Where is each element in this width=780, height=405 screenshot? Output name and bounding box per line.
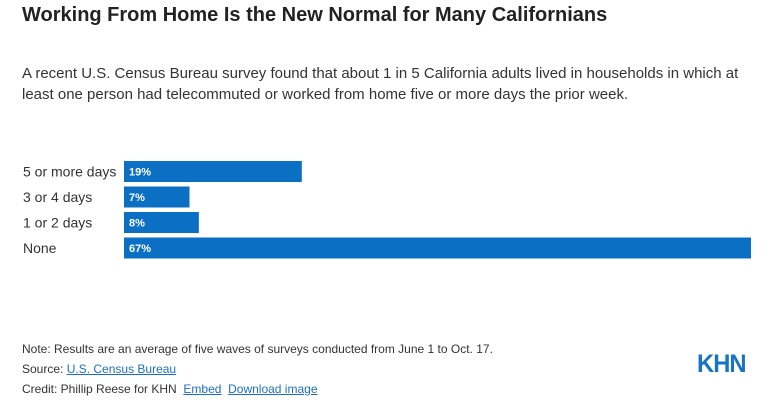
category-label: 5 or more days: [23, 164, 116, 180]
bar: [124, 161, 302, 182]
category-label: None: [23, 240, 57, 256]
chart-subtitle: A recent U.S. Census Bureau survey found…: [22, 65, 739, 103]
category-label: 1 or 2 days: [23, 215, 92, 231]
embed-link[interactable]: Embed: [183, 382, 222, 396]
credit-text: Credit: Phillip Reese for KHN: [22, 382, 177, 396]
footer-note: Note: Results are an average of five wav…: [22, 342, 493, 356]
chart-footer: Note: Results are an average of five wav…: [22, 339, 493, 399]
footer-credit: Credit: Phillip Reese for KHN Embed Down…: [22, 379, 493, 399]
bar-value-label: 67%: [129, 243, 151, 255]
bar-value-label: 7%: [129, 192, 145, 204]
bar-value-label: 8%: [129, 218, 145, 230]
bar: [124, 212, 199, 233]
footer-source: Source: U.S. Census Bureau: [22, 359, 493, 379]
source-link[interactable]: U.S. Census Bureau: [66, 362, 177, 376]
category-label: 3 or 4 days: [23, 189, 92, 205]
bar: [124, 237, 751, 259]
bar-chart: 5 or more days 19% 3 or 4 days 7% 1 or 2 day…: [0, 158, 780, 268]
bar-value-label: 19%: [129, 167, 151, 179]
chart-title: Working From Home Is the New Normal for …: [22, 4, 608, 26]
khn-logo: KHN: [697, 350, 747, 378]
source-prefix: Source:: [22, 362, 67, 376]
bar-chart-svg: 5 or more days 19% 3 or 4 days 7% 1 or 2 day…: [23, 161, 751, 259]
bar: [124, 186, 190, 208]
download-image-link[interactable]: Download image: [228, 382, 318, 396]
